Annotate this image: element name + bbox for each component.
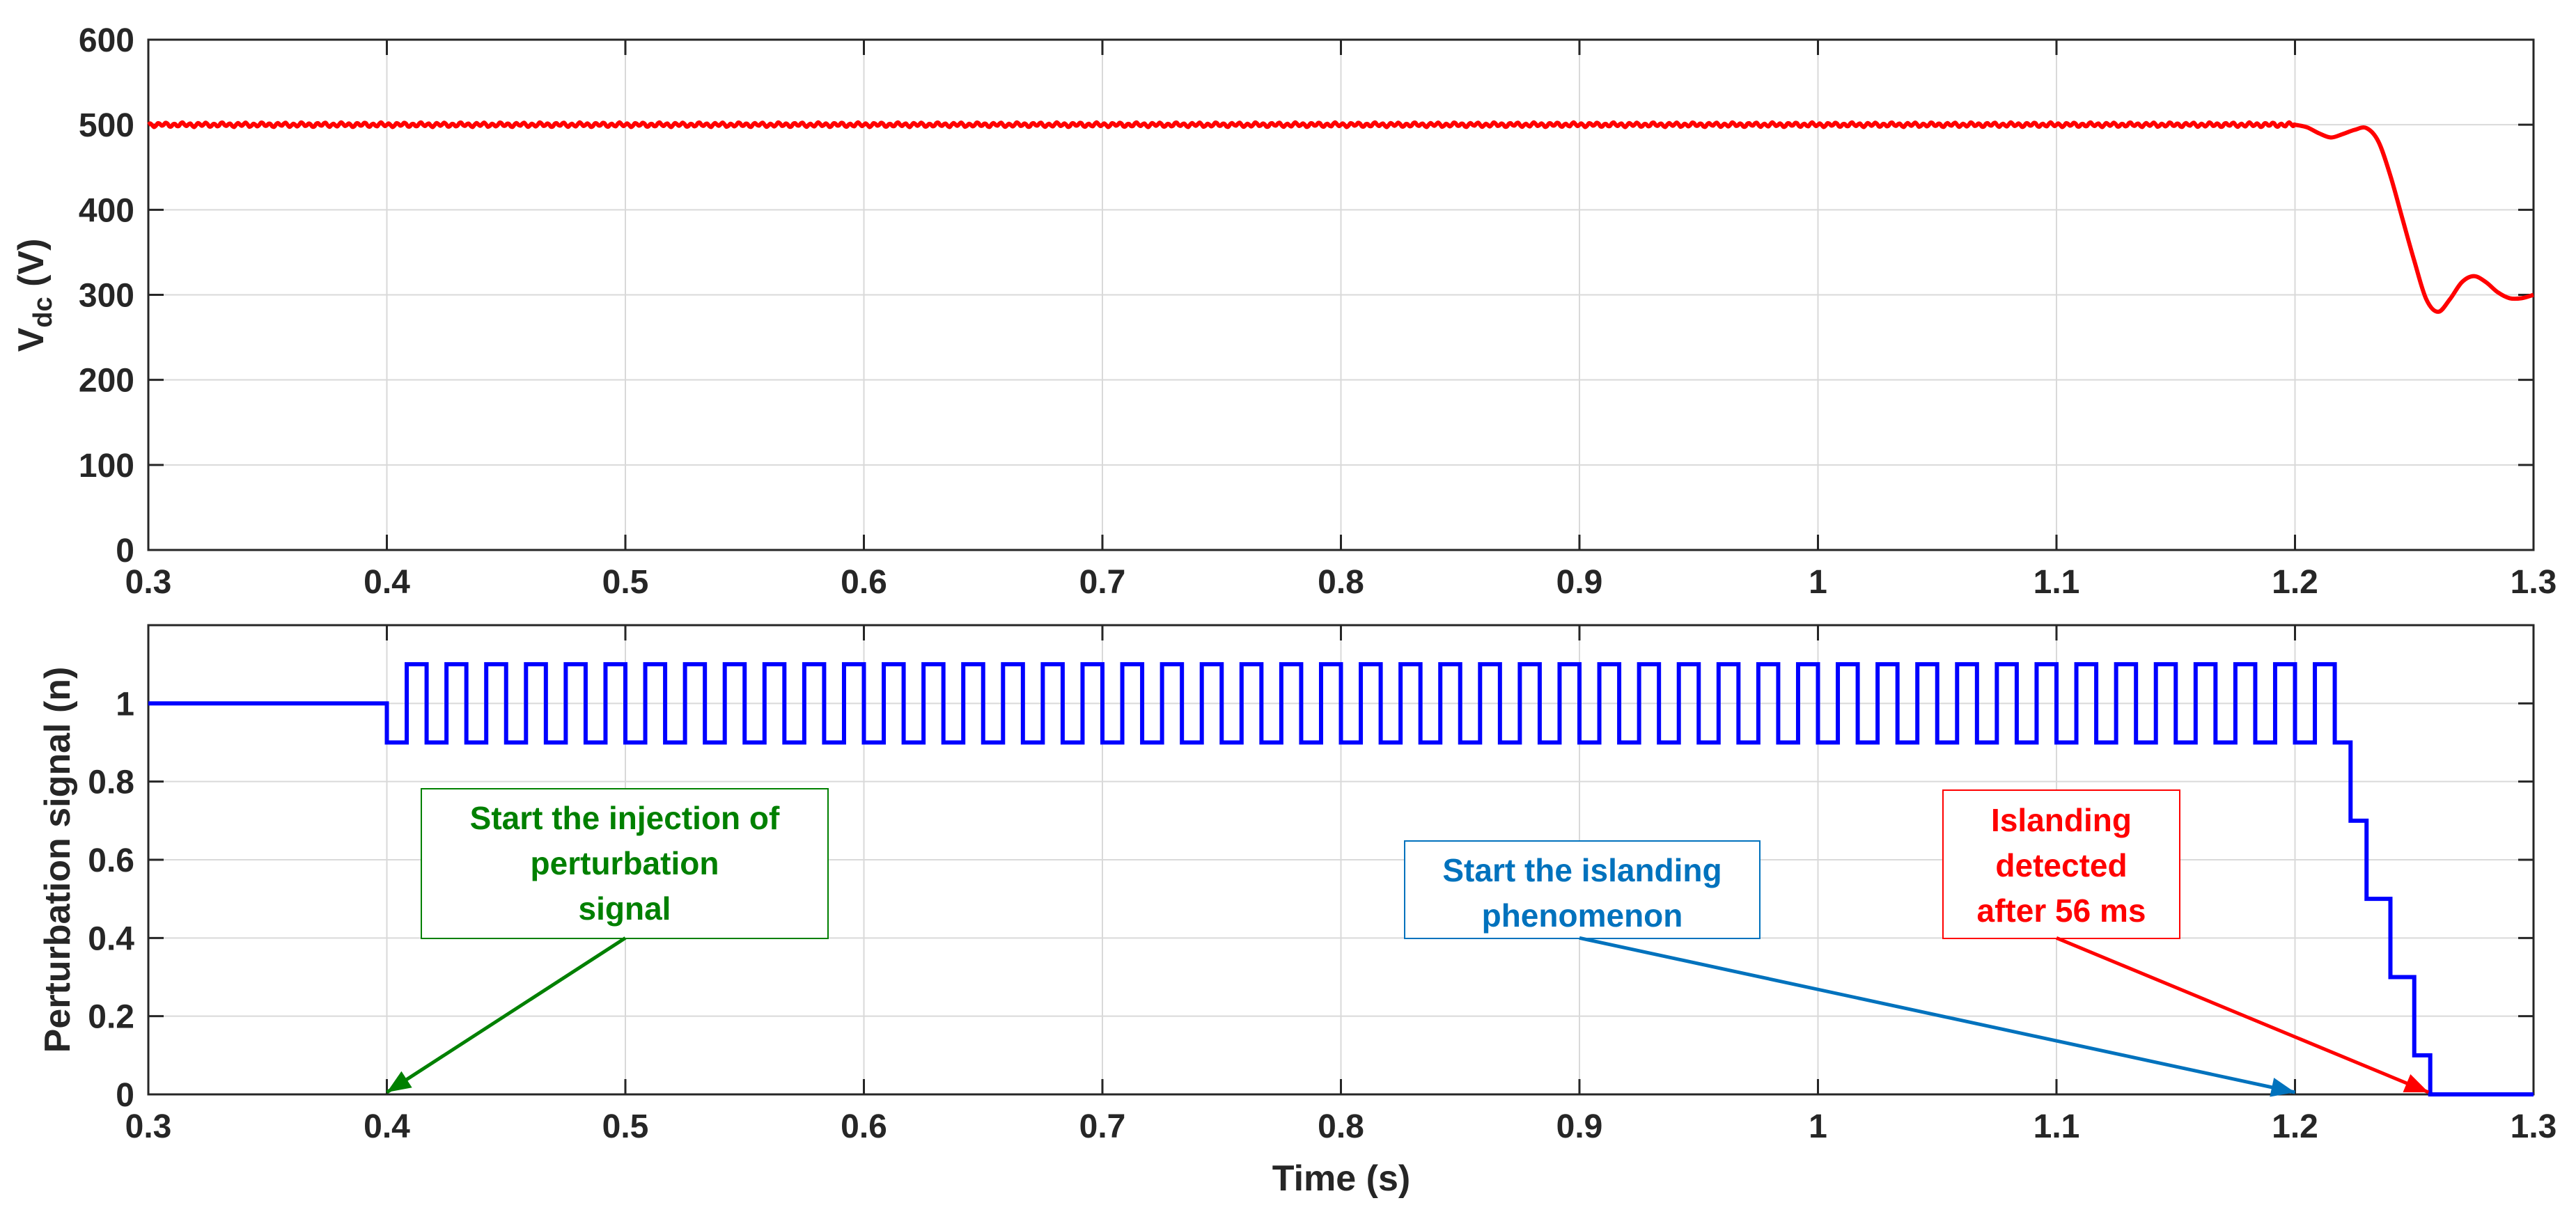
- perturbation-x-tick-label: 1.1: [2034, 1108, 2080, 1145]
- perturbation-x-tick-label: 0.9: [1556, 1108, 1603, 1145]
- vdc-y-tick-labels: 0 100 200 300 400 500 600: [79, 22, 134, 569]
- annotation-detected-line-3: after 56 ms: [1977, 892, 2146, 929]
- vdc-x-tick-label: 0.5: [602, 564, 649, 601]
- time-x-axis-label: Time (s): [1272, 1158, 1410, 1199]
- vdc-x-tick-label: 0.3: [125, 564, 172, 601]
- annotation-detected: Islanding detected after 56 ms: [1942, 789, 2430, 1094]
- perturbation-plot: 0.3 0.4 0.5 0.6 0.7 0.8 0.9 1 1.1 1.2 1.3 00.20.40…: [38, 624, 2557, 1199]
- vdc-x-tick-label: 0.8: [1318, 564, 1364, 601]
- annotation-islanding-arrow: [1579, 936, 2296, 1094]
- vdc-y-tick-label: 200: [79, 363, 134, 400]
- perturbation-y-tick-label: 0.8: [88, 764, 134, 801]
- annotation-detected-arrowhead: [2403, 1074, 2429, 1092]
- annotation-islanding-box: [1404, 840, 1761, 939]
- vdc-y-tick-label: 500: [79, 107, 134, 144]
- annotation-injection-line-1: Start the injection of: [470, 800, 780, 836]
- vdc-x-tick-label: 0.7: [1079, 564, 1126, 601]
- perturbation-x-tick-label: 0.6: [841, 1108, 887, 1145]
- annotation-islanding-arrowhead: [2270, 1078, 2295, 1097]
- vdc-y-label-unit: (V): [11, 239, 52, 297]
- annotation-detected-box: [1942, 789, 2180, 939]
- perturbation-x-tick-label: 0.5: [602, 1108, 649, 1145]
- vdc-y-tick-label: 100: [79, 448, 134, 485]
- annotation-detected-line-1: Islanding: [1991, 802, 2132, 838]
- annotation-injection-line-3: signal: [579, 890, 671, 927]
- perturbation-y-tick-label: 0.2: [88, 999, 134, 1036]
- vdc-x-tick-label: 1.2: [2272, 564, 2318, 601]
- vdc-x-tick-label: 0.6: [841, 564, 887, 601]
- annotation-injection-arrowhead: [387, 1071, 412, 1092]
- perturbation-x-tick-label: 0.3: [125, 1108, 172, 1145]
- annotation-detected-arrow: [2056, 936, 2430, 1094]
- perturbation-x-tick-label: 1.3: [2511, 1108, 2557, 1145]
- annotation-islanding-line-2: phenomenon: [1482, 897, 1683, 934]
- annotation-injection: Start the injection of perturbation sign…: [386, 788, 829, 1094]
- annotation-detected-line-2: detected: [1995, 847, 2127, 883]
- vdc-x-tick-label: 1.3: [2511, 564, 2557, 601]
- perturbation-x-tick-label: 0.4: [364, 1108, 410, 1145]
- perturbation-y-tick-label: 0: [116, 1077, 134, 1114]
- perturbation-x-tick-labels: 0.3 0.4 0.5 0.6 0.7 0.8 0.9 1 1.1 1.2 1.3: [125, 1108, 2557, 1145]
- perturbation-plot-frame: [147, 624, 2535, 1096]
- perturbation-x-tick-label: 0.7: [1079, 1108, 1126, 1145]
- vdc-x-tick-label: 1.1: [2034, 564, 2080, 601]
- vdc-y-axis-label: Vdc (V): [11, 239, 58, 352]
- perturbation-y-tick-label: 0.4: [88, 920, 134, 957]
- vdc-y-label-sub: dc: [29, 297, 58, 327]
- vdc-y-tick-label: 300: [79, 278, 134, 315]
- vdc-x-tick-label: 0.4: [364, 564, 410, 601]
- vdc-y-tick-label: 400: [79, 192, 134, 229]
- perturbation-y-tick-label: 1: [116, 686, 134, 723]
- vdc-x-tick-label: 0.9: [1556, 564, 1603, 601]
- annotation-injection-box: [421, 788, 829, 939]
- perturbation-x-tick-label: 0.8: [1318, 1108, 1364, 1145]
- vdc-plot: 0.3 0.4 0.5 0.6 0.7 0.8 0.9 1 1.1 1.2 1.3 0 100 200 3…: [11, 22, 2557, 601]
- vdc-x-tick-labels: 0.3 0.4 0.5 0.6 0.7 0.8 0.9 1 1.1 1.2 1.3: [125, 564, 2557, 601]
- vdc-series-line: [147, 120, 2534, 314]
- annotation-islanding: Start the islanding phenomenon: [1404, 840, 2296, 1097]
- annotation-injection-arrow: [386, 936, 627, 1094]
- perturbation-y-tick-label: 0.6: [88, 842, 134, 879]
- vdc-x-tick-label: 1: [1809, 564, 1827, 601]
- perturbation-y-axis-label: Perturbation signal (n): [38, 667, 78, 1053]
- annotation-injection-line-2: perturbation: [531, 845, 719, 881]
- vdc-grid: [147, 38, 2535, 551]
- perturbation-x-tick-label: 1: [1809, 1108, 1827, 1145]
- vdc-y-tick-label: 600: [79, 22, 134, 59]
- vdc-y-label-main: V: [11, 327, 52, 352]
- annotations: Start the injection of perturbation sign…: [386, 788, 2430, 1097]
- perturbation-x-tick-label: 1.2: [2272, 1108, 2318, 1145]
- perturbation-y-tick-labels: 0 0.2 0.4 0.6 0.8 1: [88, 686, 134, 1114]
- vdc-y-tick-label: 0: [116, 533, 134, 569]
- perturbation-series-line: [148, 662, 2534, 1096]
- annotation-islanding-line-1: Start the islanding: [1442, 852, 1722, 888]
